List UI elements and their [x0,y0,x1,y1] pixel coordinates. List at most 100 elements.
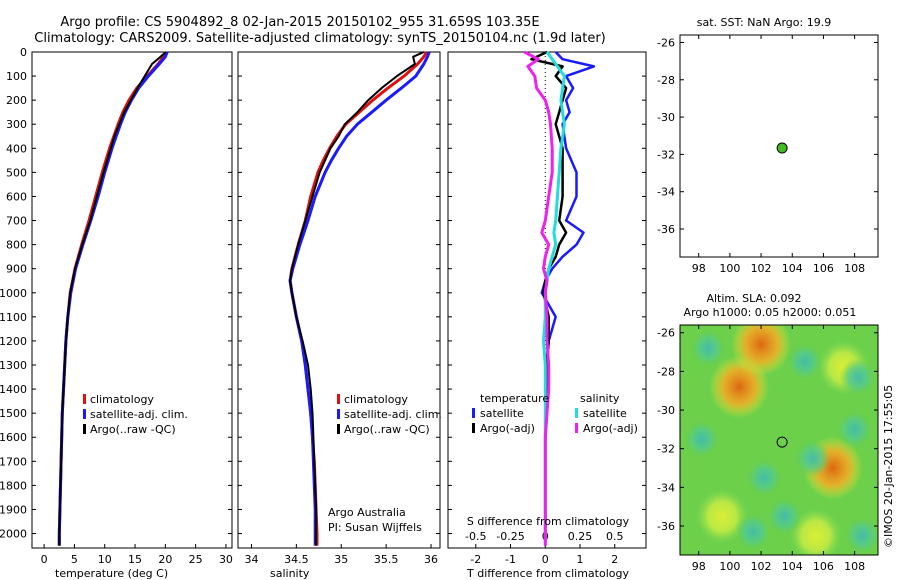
x-tick-label: 34.5 [284,553,309,566]
legend-swatch [575,408,578,418]
x-tick-label: 25 [189,553,203,566]
s-tick-label: 0.25 [568,530,593,543]
legend-salinity-header: salinity [580,392,620,405]
depth-tick-label: 400 [6,142,27,155]
legend-entry: Argo(-adj) [583,422,638,435]
lat-tick-label: -36 [657,520,675,533]
depth-tick-label: 1700 [0,455,27,468]
x-tick-label: 20 [158,553,172,566]
sla-map-panel: 98 100 102 104 106 108 -26 -28 -30 -32 -34 -36 [657,324,879,573]
lat-tick-label: -32 [657,148,675,161]
lon-tick-label: 104 [782,262,803,275]
annotation-line-1: Argo Australia [328,506,406,519]
x-tick-label: 0 [542,553,549,566]
x-tick-label: 10 [98,553,112,566]
heatmap-blob-low [766,497,803,536]
heatmap-blob-low [683,420,720,458]
depth-tick-label: 1500 [0,407,27,420]
depth-tick-label: 100 [6,70,27,83]
map-frame [679,324,879,556]
x-tick-label: -2 [470,553,481,566]
watermark: ©IMOS 20-Jan-2015 17:55:05 [882,385,895,548]
lat-tick-label: -34 [657,186,675,199]
difference-xlabel-top: S difference from climatology [467,515,630,528]
legend-swatch [472,423,475,433]
x-tick-label: 36 [424,553,438,566]
lat-tick-label: -28 [657,365,675,378]
heatmap-blob-mid-high [696,489,749,544]
depth-tick-label: 1400 [0,383,27,396]
lon-tick-label: 100 [719,560,740,573]
x-tick-label: 2 [611,553,618,566]
lat-tick-label: -30 [657,404,675,417]
lat-tick-label: -32 [657,443,675,456]
lon-tick-label: 104 [782,560,803,573]
title-line-1: Argo profile: CS 5904892_8 02-Jan-2015 2… [60,15,539,30]
depth-tick-label: 1300 [0,359,27,372]
temperature-xlabel: temperature (deg C) [55,567,168,580]
legend-swatch [83,424,86,434]
heatmap-blob-low [746,458,783,497]
legend-swatch [472,408,475,418]
lon-tick-label: 98 [692,560,706,573]
sla-map-title-2: Argo h1000: 0.05 h2000: 0.051 [684,306,857,319]
series-line-argo-raw-qc- [58,51,167,546]
legend-swatch [337,424,340,434]
heatmap-blob-low [735,512,772,551]
lon-tick-label: 106 [813,262,834,275]
heatmap-blob-low [786,342,823,381]
heatmap-blob-low [794,439,831,478]
series-line-salinity-argo-adj- [523,50,554,546]
x-tick-label: 1 [577,553,584,566]
legend-swatch [575,423,578,433]
sst-map-panel: 98 100 102 104 106 108 -26 -28 -30 -32 -34 -36 [657,34,879,275]
x-tick-label: 35 [334,553,348,566]
sla-map-title-1: Altim. SLA: 0.092 [706,292,801,305]
x-tick-label: 15 [128,553,142,566]
lat-tick-label: -26 [657,36,675,49]
heatmap-blob-high [731,325,792,376]
heatmap-blob-low [839,358,876,397]
heatmap-field [680,325,878,555]
legend-entry: Argo(-adj) [480,422,535,435]
legend-temperature-header: temperature [480,392,549,405]
heatmap-blob-low [836,410,873,449]
plot-frame [31,51,233,549]
legend-swatch [83,394,86,404]
series-line-argo-raw-qc- [289,51,425,546]
lon-tick-label: 98 [692,262,706,275]
lon-tick-label: 108 [844,560,865,573]
x-tick-label: 35.5 [374,553,399,566]
lat-tick-label: -36 [657,223,675,236]
argo-location-marker [776,142,788,154]
lon-tick-label: 100 [719,262,740,275]
depth-tick-label: 1800 [0,479,27,492]
x-tick-label: -1 [505,553,516,566]
sst-map-title: sat. SST: NaN Argo: 19.9 [697,16,831,29]
legend-entry: satellite [583,407,627,420]
legend-swatch [83,409,86,419]
depth-tick-label: 700 [6,215,27,228]
legend-entry: Argo(..raw -QC) [344,423,430,436]
s-tick-label: -0.5 [465,530,486,543]
depth-tick-label: 300 [6,118,27,131]
argo-location-marker [776,436,788,448]
legend-swatch [337,409,340,419]
heatmap-blob-mid-high [789,508,842,555]
legend-swatch [337,394,340,404]
difference-xlabel: T difference from climatology [466,567,629,580]
x-tick-label: 30 [219,553,233,566]
s-tick-label: -0.25 [496,530,524,543]
salinity-xlabel: salinity [270,567,310,580]
lat-tick-label: -34 [657,481,675,494]
legend-entry: satellite-adj. clim. [344,408,442,421]
temperature-panel: 0100200300400500600700800900100011001200… [0,46,233,566]
legend-entry: satellite-adj. clim. [90,408,188,421]
depth-tick-label: 1900 [0,503,27,516]
depth-tick-label: 600 [6,190,27,203]
lon-tick-label: 106 [813,560,834,573]
heatmap-blob-low [844,516,878,555]
lat-tick-label: -30 [657,111,675,124]
salinity-panel: 34 34.5 35 35.5 36 climatology satellite-adj. … [237,51,442,566]
